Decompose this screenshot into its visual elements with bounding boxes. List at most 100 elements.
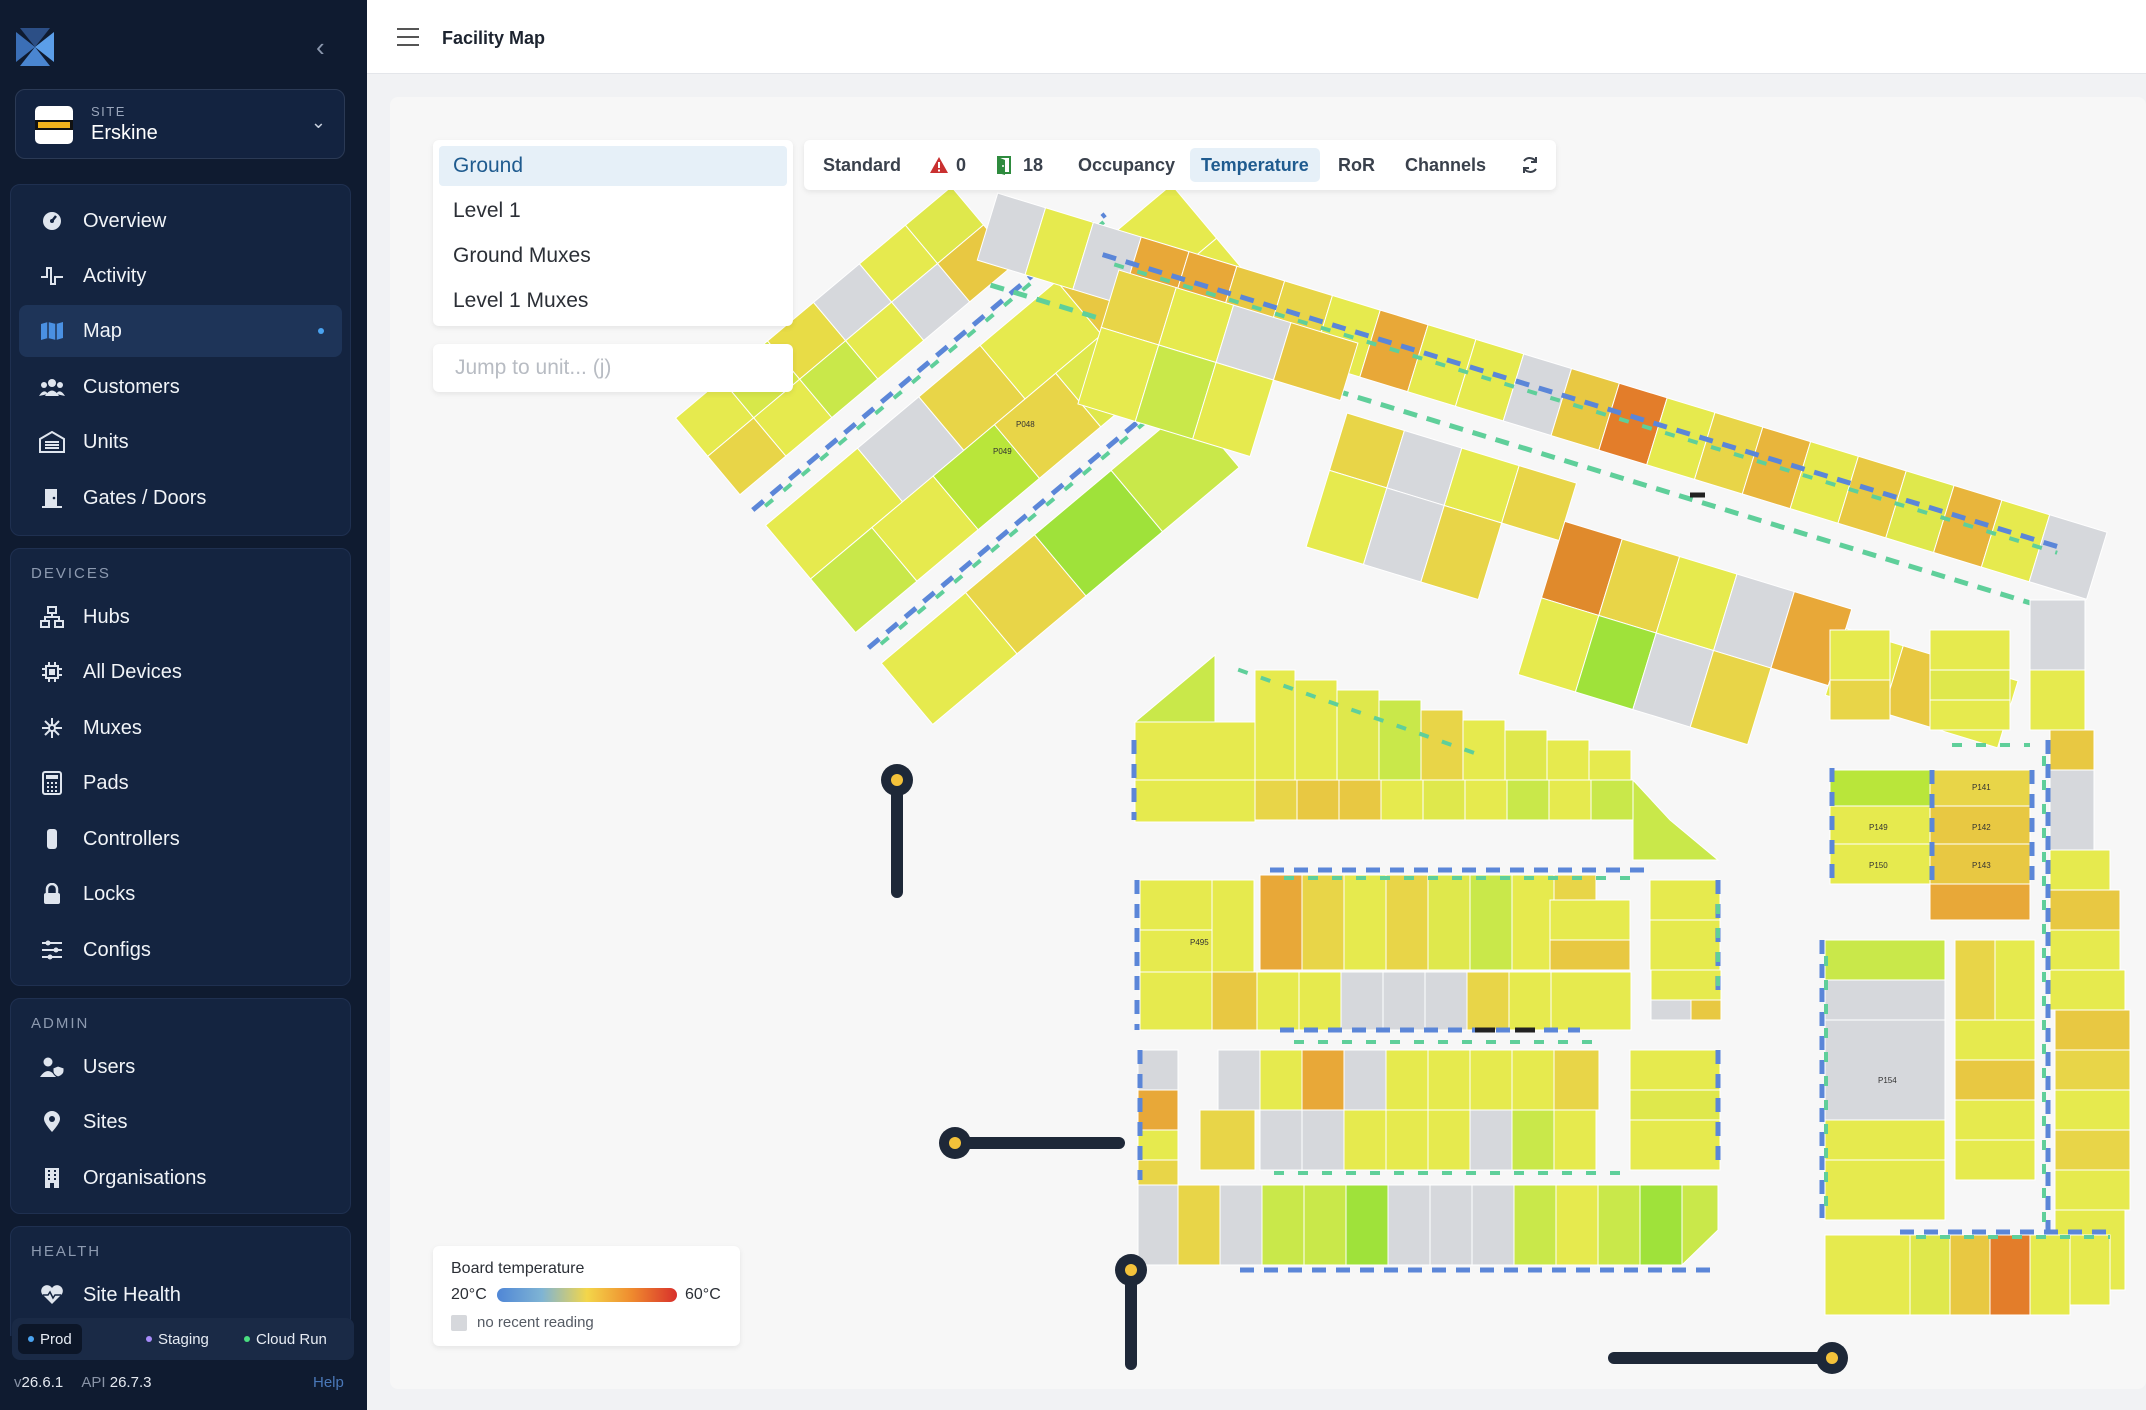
temperature-mode-button[interactable]: Temperature — [1190, 148, 1320, 182]
occupancy-mode-button[interactable]: Occupancy — [1078, 154, 1176, 175]
gate-south[interactable] — [1115, 1254, 1147, 1370]
standard-mode-button[interactable]: Standard — [823, 154, 902, 175]
gate-west[interactable] — [881, 764, 913, 898]
nav-item-users[interactable]: Users — [19, 1041, 342, 1093]
unit-label[interactable]: P149 — [1869, 823, 1888, 832]
unit-block-east — [1819, 599, 2131, 1316]
nav-label: Muxes — [83, 716, 142, 739]
level-ground[interactable]: Ground — [439, 146, 787, 186]
warehouse-icon — [39, 429, 65, 455]
nav-item-configs[interactable]: Configs — [19, 924, 342, 976]
nav-label: Overview — [83, 209, 167, 232]
nav-item-sites[interactable]: Sites — [19, 1096, 342, 1148]
environment-switcher: Prod Staging Cloud Run — [12, 1318, 354, 1360]
refresh-icon — [1523, 157, 1537, 173]
site-selector[interactable]: SITE Erskine ⌄ — [15, 89, 345, 159]
lock-icon — [39, 881, 65, 907]
nav-label: Hubs — [83, 605, 130, 628]
gate-south-east[interactable] — [1608, 1342, 1848, 1374]
open-door-icon — [997, 156, 1011, 175]
nav-item-controllers[interactable]: Controllers — [19, 813, 342, 865]
app-version-prefix: v — [14, 1374, 22, 1391]
ror-mode-button[interactable]: RoR — [1338, 154, 1375, 175]
nav-item-activity[interactable]: Activity — [19, 250, 342, 302]
site-name: Erskine — [91, 122, 158, 144]
env-staging[interactable]: Staging — [136, 1324, 219, 1354]
nav-item-map[interactable]: Map — [19, 305, 342, 357]
nav-label: Site Health — [83, 1283, 181, 1306]
app-logo-icon[interactable] — [14, 26, 56, 68]
alerts-count: 0 — [956, 154, 967, 175]
unit-label[interactable]: P048 — [1016, 420, 1035, 429]
health-nav: HEALTH Site Health — [10, 1226, 351, 1336]
admin-nav: ADMIN Users Sites Organisations — [10, 998, 351, 1214]
env-label: Cloud Run — [256, 1330, 327, 1348]
unit-label[interactable]: P150 — [1869, 861, 1888, 870]
nav-item-all-devices[interactable]: All Devices — [19, 646, 342, 698]
gate-middle[interactable] — [939, 1127, 1125, 1159]
menu-icon[interactable] — [397, 28, 419, 46]
nav-label: All Devices — [83, 660, 182, 683]
chevron-down-icon: ⌄ — [310, 112, 326, 132]
unit-block-central-north — [1077, 252, 2060, 749]
door-icon — [39, 485, 65, 511]
sidebar: ‹ SITE Erskine ⌄ Overview Activity Map C… — [0, 0, 367, 1410]
unit-label[interactable]: P143 — [1972, 861, 1991, 870]
nav-item-site-health[interactable]: Site Health — [19, 1269, 342, 1321]
network-icon — [39, 604, 65, 630]
active-indicator — [318, 328, 324, 334]
asterisk-icon — [39, 715, 65, 741]
user-shield-icon — [39, 1054, 65, 1080]
nav-label: Controllers — [83, 827, 180, 850]
collapse-sidebar-icon[interactable]: ‹ — [316, 32, 325, 62]
admin-section-title: ADMIN — [31, 1015, 90, 1032]
doors-button[interactable]: 18 — [985, 148, 1054, 182]
channels-mode-button[interactable]: Channels — [1405, 154, 1487, 175]
nav-label: Pads — [83, 771, 129, 794]
warning-icon — [930, 157, 948, 173]
gauge-icon — [39, 208, 65, 234]
unit-label[interactable]: P142 — [1972, 823, 1991, 832]
nav-label: Activity — [83, 264, 147, 287]
version-info: v26.6.1 API 26.7.3 — [14, 1374, 151, 1391]
devices-section-title: DEVICES — [31, 565, 111, 582]
pulse-icon — [39, 263, 65, 289]
nav-item-muxes[interactable]: Muxes — [19, 702, 342, 754]
nav-item-units[interactable]: Units — [19, 416, 342, 468]
nav-label: Configs — [83, 938, 151, 961]
level-selector: Ground Level 1 Ground Muxes Level 1 Muxe… — [433, 140, 793, 326]
level-ground-muxes[interactable]: Ground Muxes — [453, 244, 591, 267]
unit-label[interactable]: P154 — [1878, 1076, 1897, 1085]
building-icon — [39, 1165, 65, 1191]
level-1[interactable]: Level 1 — [453, 199, 521, 222]
refresh-button[interactable] — [1509, 148, 1551, 182]
nav-item-overview[interactable]: Overview — [19, 195, 342, 247]
unit-label[interactable]: P141 — [1972, 783, 1991, 792]
map-toolbar: Standard 0 18 Occupancy Temperature RoR … — [804, 140, 1556, 190]
facility-floorplan[interactable]: P048 P049 — [390, 97, 2146, 1389]
unit-label[interactable]: P495 — [1190, 938, 1209, 947]
nav-label: Gates / Doors — [83, 486, 207, 509]
nav-item-organisations[interactable]: Organisations — [19, 1152, 342, 1204]
pin-icon — [39, 1109, 65, 1135]
legend-title: Board temperature — [451, 1260, 585, 1277]
nav-item-pads[interactable]: Pads — [19, 757, 342, 809]
nav-label: Map — [83, 319, 122, 342]
sliders-icon — [39, 937, 65, 963]
doors-count: 18 — [1023, 154, 1044, 175]
api-version: 26.7.3 — [109, 1374, 152, 1391]
nav-label: Sites — [83, 1110, 128, 1133]
users-icon — [39, 374, 65, 400]
level-1-muxes[interactable]: Level 1 Muxes — [453, 289, 589, 312]
nav-item-locks[interactable]: Locks — [19, 868, 342, 920]
env-prod[interactable]: Prod — [18, 1324, 82, 1354]
nav-item-customers[interactable]: Customers — [19, 361, 342, 413]
unit-label[interactable]: P049 — [993, 447, 1012, 456]
help-link[interactable]: Help — [313, 1374, 344, 1391]
nav-item-hubs[interactable]: Hubs — [19, 591, 342, 643]
nav-item-gates-doors[interactable]: Gates / Doors — [19, 472, 342, 524]
nav-label: Users — [83, 1055, 136, 1078]
jump-to-unit-input[interactable]: Jump to unit... (j) — [433, 344, 793, 392]
env-cloud-run[interactable]: Cloud Run — [234, 1324, 337, 1354]
alerts-button[interactable]: 0 — [918, 148, 977, 182]
